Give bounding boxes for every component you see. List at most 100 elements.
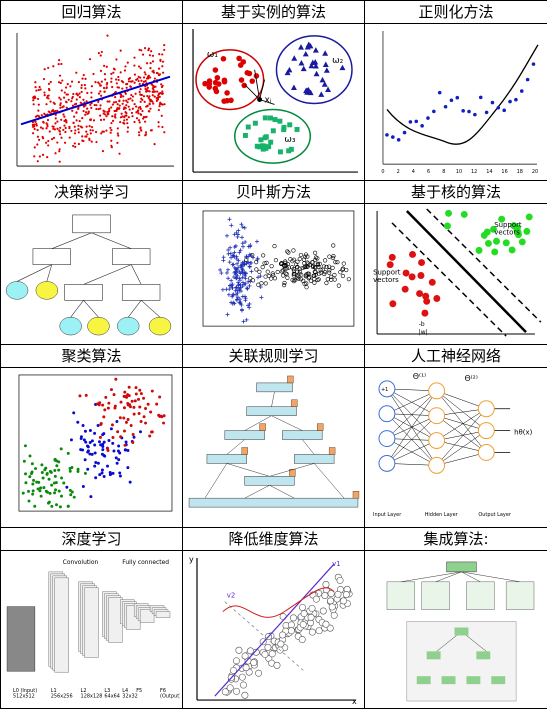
data-point (60, 136, 63, 139)
cell-decision-tree: 决策树学习 (0, 180, 183, 345)
cluster-point (117, 444, 121, 448)
data-point (102, 118, 106, 121)
class-b-point (285, 275, 290, 280)
data-point (158, 53, 161, 56)
data-point (131, 95, 135, 98)
cluster-point (144, 421, 148, 425)
data-point (41, 153, 45, 156)
data-point (114, 96, 117, 99)
data-point (36, 135, 40, 138)
data-point (74, 145, 77, 148)
weight-edge (436, 390, 487, 431)
instance-green (277, 149, 283, 155)
data-point (106, 113, 109, 116)
data-point (92, 72, 95, 76)
cluster-point (107, 401, 111, 405)
data-point (139, 126, 142, 129)
cluster-point (36, 487, 40, 491)
data-point (103, 110, 106, 113)
cluster-point (86, 444, 90, 448)
data-point (47, 110, 50, 113)
lattice-edge (269, 485, 295, 499)
data-point (73, 125, 76, 128)
class-b-point (322, 271, 327, 277)
weight-edge (386, 390, 437, 439)
data-point (60, 118, 63, 121)
data-point (77, 131, 80, 134)
weight-edge (386, 415, 437, 464)
data-point (126, 101, 129, 104)
data-point (140, 79, 143, 82)
data-point (75, 119, 78, 122)
data-point (78, 96, 81, 99)
cluster-point (132, 405, 136, 409)
class-a-point (244, 317, 249, 322)
cluster-point (28, 475, 32, 479)
cluster-point (123, 448, 127, 452)
instance-blue (322, 61, 329, 67)
class-a-point (245, 286, 250, 291)
data-point (131, 99, 134, 102)
cluster-point (148, 434, 152, 438)
class-a-point (236, 282, 241, 287)
cluster-point (146, 402, 150, 406)
class-a-point (236, 265, 241, 270)
x-tick-label: 10 (456, 169, 462, 175)
class-b-point (261, 253, 266, 258)
x-tick-label: 0 (381, 169, 384, 175)
cluster-point (138, 430, 142, 434)
data-point (138, 82, 141, 86)
data-point (113, 115, 116, 118)
cluster-point (106, 406, 110, 410)
data-point (97, 81, 100, 84)
illustration-svg (18, 374, 173, 512)
instance-red (206, 84, 213, 90)
cell-title: 人工神经网络 (365, 345, 547, 368)
layer-label: F6 (Output) (160, 688, 180, 699)
cluster-point (50, 504, 54, 508)
instance-blue (298, 44, 304, 50)
instance-blue (302, 50, 309, 57)
data-point (46, 156, 49, 159)
class-b-point (282, 280, 287, 286)
class-a-point (231, 275, 236, 280)
data-point (48, 130, 51, 133)
itemset-node (244, 476, 295, 486)
class-b-point (296, 274, 301, 279)
class-a-point (226, 276, 231, 281)
class-red (401, 285, 409, 293)
x-axis-label: x (352, 697, 357, 706)
illustration-svg (202, 210, 355, 327)
class-a-point (243, 271, 248, 276)
lattice-edge (244, 485, 270, 499)
itemset-node (294, 454, 335, 464)
instance-blue (325, 86, 332, 93)
ensemble-edge (400, 571, 462, 583)
class-b-point (254, 260, 259, 265)
cluster-point (122, 406, 126, 410)
cluster-point (150, 430, 154, 434)
data-point (68, 127, 71, 130)
cluster-point (41, 476, 45, 480)
data-point (514, 97, 518, 102)
cluster-point (132, 412, 136, 416)
cell-regularization: 正则化方法 0 2 4 6 8 10 12 14 16 18 20 (364, 0, 547, 181)
class-b-point (263, 274, 268, 279)
data-point (48, 89, 51, 92)
instance-blue (309, 59, 316, 65)
cluster-point (94, 476, 98, 480)
data-point (110, 139, 113, 142)
data-point (119, 71, 122, 74)
data-point (426, 116, 430, 120)
data-point (125, 99, 128, 102)
class-b-point (330, 265, 335, 270)
data-point (120, 80, 123, 83)
data-point (43, 94, 46, 97)
data-point (82, 73, 85, 77)
data-point (31, 123, 34, 126)
data-point (97, 52, 100, 55)
cluster-point (27, 499, 31, 503)
data-point (125, 83, 128, 86)
data-point (150, 83, 154, 86)
data-point (64, 126, 67, 130)
